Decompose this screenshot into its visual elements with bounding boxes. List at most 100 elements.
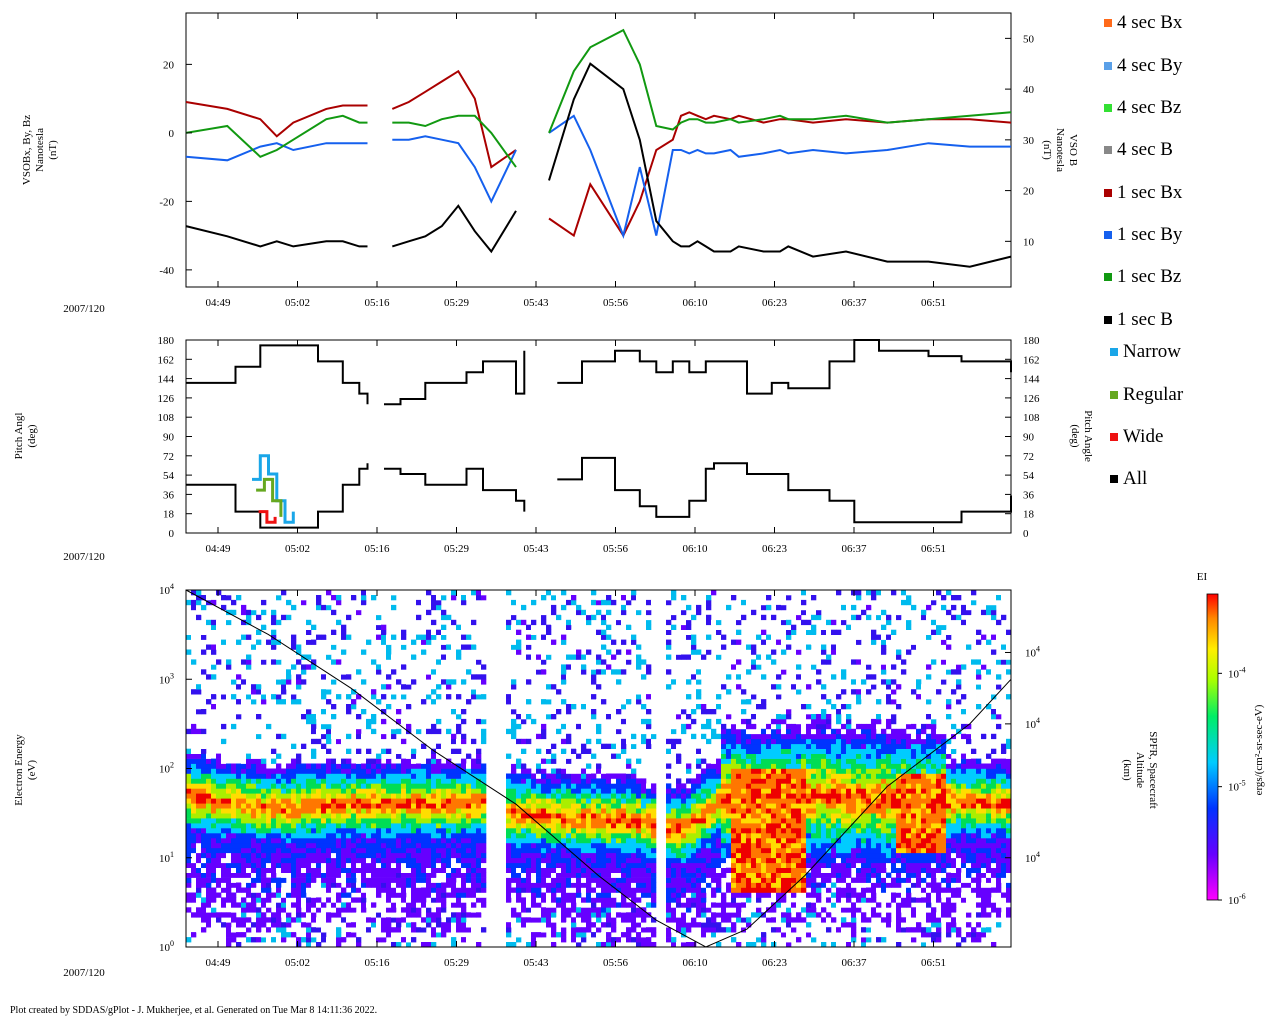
heatmap-cell xyxy=(451,803,457,809)
heatmap-cell xyxy=(681,788,687,794)
heatmap-cell xyxy=(736,852,742,859)
heatmap-cell xyxy=(586,773,592,779)
heatmap-cell xyxy=(351,907,357,913)
heatmap-cell xyxy=(351,644,357,650)
heatmap-cell xyxy=(711,872,717,878)
heatmap-cell xyxy=(726,758,732,764)
heatmap-cell xyxy=(341,669,347,675)
heatmap-cell xyxy=(421,842,427,849)
heatmap-cell xyxy=(516,912,522,918)
heatmap-cell xyxy=(281,847,287,854)
heatmap-cell xyxy=(426,614,432,621)
heatmap-cell xyxy=(276,803,282,809)
heatmap-cell xyxy=(436,862,442,868)
heatmap-cell xyxy=(686,852,692,859)
heatmap-cell xyxy=(241,922,247,928)
heatmap-cell xyxy=(581,823,587,829)
heatmap-cell xyxy=(196,867,202,873)
heatmap-cell xyxy=(206,768,212,774)
heatmap-cell xyxy=(516,897,522,903)
heatmap-cell xyxy=(266,798,272,804)
heatmap-cell xyxy=(346,857,352,864)
heatmap-cell xyxy=(316,609,322,616)
heatmap-cell xyxy=(726,614,732,621)
heatmap-cell xyxy=(711,942,717,948)
heatmap-cell xyxy=(246,927,252,933)
heatmap-cell xyxy=(436,659,442,665)
heatmap-cell xyxy=(571,862,577,868)
x-tick-label: 05:29 xyxy=(444,543,470,555)
heatmap-cell xyxy=(696,902,702,908)
heatmap-cell xyxy=(301,828,307,834)
heatmap-cell xyxy=(371,852,377,859)
heatmap-cell xyxy=(476,659,482,665)
heatmap-cell xyxy=(636,842,642,849)
heatmap-cell xyxy=(316,847,322,854)
heatmap-cell xyxy=(356,793,362,799)
heatmap-cell xyxy=(701,654,707,660)
heatmap-cell xyxy=(581,803,587,809)
heatmap-cell xyxy=(201,927,207,933)
heatmap-cell xyxy=(701,813,707,819)
heatmap-cell xyxy=(191,793,197,799)
heatmap-cell xyxy=(356,857,362,864)
heatmap-cell xyxy=(516,932,522,938)
heatmap-cell xyxy=(646,872,652,878)
heatmap-cell xyxy=(371,659,377,665)
heatmap-cell xyxy=(436,833,442,839)
heatmap-cell xyxy=(301,813,307,819)
heatmap-cell xyxy=(361,783,367,789)
heatmap-cell xyxy=(531,599,537,606)
heatmap-cell xyxy=(246,793,252,799)
heatmap-cell xyxy=(276,902,282,908)
heatmap-cell xyxy=(391,867,397,873)
heatmap-cell xyxy=(601,808,607,814)
heatmap-cell xyxy=(641,937,647,943)
heatmap-cell xyxy=(736,664,742,670)
heatmap-cell xyxy=(441,803,447,809)
heatmap-cell xyxy=(376,862,382,868)
heatmap-cell xyxy=(231,937,237,943)
heatmap-cell xyxy=(451,793,457,799)
heatmap-cell xyxy=(616,877,622,883)
heatmap-cell xyxy=(716,877,722,883)
heatmap-cell xyxy=(671,823,677,829)
heatmap-cell xyxy=(561,699,567,705)
heatmap-cell xyxy=(621,882,627,888)
heatmap-cell xyxy=(466,823,472,829)
heatmap-cell xyxy=(406,837,412,844)
heatmap-cell xyxy=(326,763,332,769)
heatmap-cell xyxy=(456,803,462,809)
heatmap-cell xyxy=(286,942,292,948)
heatmap-cell xyxy=(296,644,302,650)
heatmap-cell xyxy=(271,748,277,754)
heatmap-cell xyxy=(306,867,312,873)
heatmap-cell xyxy=(216,644,222,650)
heatmap-cell xyxy=(586,912,592,918)
heatmap-cell xyxy=(506,922,512,928)
heatmap-cell xyxy=(716,867,722,873)
heatmap-cell xyxy=(381,793,387,799)
heatmap-cell xyxy=(686,778,692,784)
heatmap-cell xyxy=(611,882,617,888)
heatmap-cell xyxy=(411,927,417,933)
heatmap-cell xyxy=(681,704,687,710)
heatmap-cell xyxy=(551,788,557,794)
magnetic-field-y2label: VSO BNanotesla(nT) xyxy=(1041,128,1079,172)
heatmap-cell xyxy=(721,897,727,903)
heatmap-cell xyxy=(546,892,552,898)
heatmap-cell xyxy=(251,937,257,943)
heatmap-cell xyxy=(456,852,462,859)
heatmap-cell xyxy=(316,803,322,809)
heatmap-cell xyxy=(681,679,687,685)
heatmap-cell xyxy=(546,788,552,794)
heatmap-cell xyxy=(401,803,407,809)
heatmap-cell xyxy=(431,813,437,819)
heatmap-cell xyxy=(376,609,382,616)
heatmap-cell xyxy=(376,837,382,844)
heatmap-cell xyxy=(291,689,297,695)
heatmap-cell xyxy=(511,877,517,883)
heatmap-cell xyxy=(361,773,367,779)
heatmap-cell xyxy=(606,624,612,630)
